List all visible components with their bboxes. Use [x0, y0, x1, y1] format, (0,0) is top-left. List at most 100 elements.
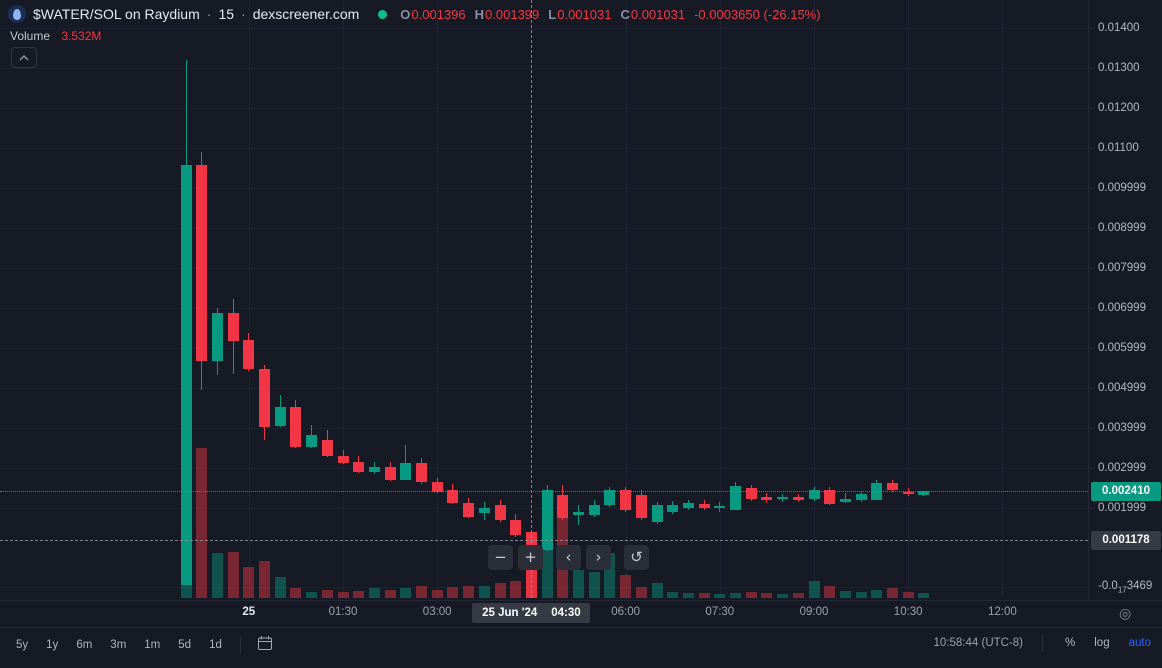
chart-nav-controls: − + ‹ › ↺ — [488, 545, 649, 570]
volume-bar — [400, 588, 412, 598]
percent-scale-button[interactable]: % — [1062, 636, 1078, 650]
volume-bar — [211, 553, 223, 598]
interval-label: 15 — [218, 6, 235, 22]
volume-bar — [274, 577, 286, 598]
clock-readout[interactable]: 10:58:44 (UTC-8) — [933, 637, 1024, 649]
range-1m-button[interactable]: 1m — [138, 637, 166, 653]
range-5y-button[interactable]: 5y — [10, 637, 34, 653]
volume-bar — [667, 591, 679, 598]
gridline-horizontal — [0, 108, 1088, 110]
time-axis-label: 01:30 — [328, 606, 358, 618]
price-axis-label: 0.007999 — [1098, 261, 1146, 274]
gridline-vertical — [248, 0, 250, 598]
range-3m-button[interactable]: 3m — [104, 637, 132, 653]
candle-body — [808, 490, 820, 499]
candle-body — [620, 490, 632, 510]
candle-body — [855, 494, 867, 500]
price-axis-tick — [1089, 387, 1093, 389]
title-separator: · — [241, 6, 246, 22]
volume-bar — [855, 591, 867, 598]
title-separator: · — [206, 6, 212, 22]
candle-body — [290, 407, 302, 447]
zoom-out-button[interactable]: − — [488, 545, 513, 570]
volume-bar — [384, 590, 396, 598]
range-5d-button[interactable]: 5d — [172, 637, 197, 653]
auto-scale-button[interactable]: auto — [1126, 636, 1154, 650]
candle-body — [839, 499, 851, 502]
candle-body — [557, 495, 569, 518]
volume-bar — [321, 590, 333, 598]
gridline-vertical — [814, 0, 815, 598]
pan-left-button[interactable]: ‹ — [556, 545, 581, 570]
price-axis-zero-label: -0.0173469 — [1098, 580, 1153, 595]
price-axis-label: 0.008999 — [1098, 221, 1146, 234]
go-to-date-button[interactable] — [253, 634, 277, 655]
high-label: H — [474, 6, 485, 22]
close-value: 0.001031 — [630, 6, 686, 22]
crosshair-horizontal-line — [0, 540, 1088, 542]
axis-settings-icon[interactable]: ◎ — [1119, 605, 1132, 621]
time-axis-label: 06:00 — [611, 606, 640, 618]
chart-plot-area[interactable]: $WATER/SOL on Raydium · 15 · dexscreener… — [0, 0, 1088, 600]
volume-bar — [588, 572, 600, 598]
source-label: dexscreener.com — [252, 6, 360, 22]
zoom-in-button[interactable]: + — [518, 545, 543, 570]
gridline-vertical — [1002, 0, 1004, 598]
range-1d-button[interactable]: 1d — [203, 637, 228, 653]
gridline-vertical — [625, 0, 627, 598]
price-axis-label: 0.004999 — [1098, 381, 1146, 394]
range-6m-button[interactable]: 6m — [70, 637, 98, 653]
price-axis-tick — [1089, 148, 1093, 149]
toolbar-divider — [1042, 634, 1044, 652]
toolbar-divider — [239, 635, 241, 654]
price-axis-tick — [1089, 307, 1093, 309]
price-axis[interactable]: 0.002410 0.001178 0.01400 0.01300 0.01200 0… — [1088, 0, 1162, 600]
candle-body — [337, 456, 349, 463]
range-1y-button[interactable]: 1y — [40, 637, 64, 653]
price-axis-label: 0.005999 — [1098, 341, 1146, 354]
chart-window: $WATER/SOL on Raydium · 15 · dexscreener… — [0, 0, 1162, 654]
gridline-horizontal — [0, 467, 1088, 469]
calendar-icon — [257, 636, 272, 650]
bottom-toolbar: 5y 1y 6m 3m 1m 5d 1d 10:58:44 (UTC-8) % … — [0, 627, 1162, 668]
candle-body — [259, 369, 270, 427]
volume-bar — [871, 590, 883, 598]
price-axis-label: 0.01100 — [1098, 142, 1139, 154]
axis-options: 10:58:44 (UTC-8) % log auto — [934, 634, 1154, 652]
time-axis-label: 12:00 — [988, 606, 1017, 618]
volume-bar — [227, 552, 239, 599]
price-axis-label: 0.001999 — [1098, 501, 1146, 514]
collapse-legend-button[interactable] — [11, 47, 37, 68]
volume-bar — [196, 447, 208, 598]
pan-right-button[interactable]: › — [586, 545, 611, 570]
price-axis-tick — [1089, 507, 1093, 509]
low-label: L — [548, 6, 557, 22]
reset-view-button[interactable]: ↺ — [624, 545, 649, 570]
candle-body — [635, 495, 647, 518]
candle-body — [384, 467, 396, 480]
price-axis-tick — [1089, 108, 1093, 110]
volume-bar — [792, 593, 804, 598]
time-axis-label: 25 — [242, 606, 256, 618]
symbol-title: $WATER/SOL on Raydium — [33, 6, 200, 22]
candle-body — [494, 505, 506, 520]
volume-bar — [839, 591, 851, 598]
volume-bar — [777, 593, 789, 598]
candle-body — [651, 505, 663, 522]
candle-body — [416, 463, 427, 482]
price-axis-tick — [1089, 227, 1093, 229]
gridline-horizontal — [0, 68, 1088, 70]
last-price-line — [0, 491, 1088, 493]
range-switcher: 5y 1y 6m 3m 1m 5d 1d — [10, 634, 277, 655]
volume-bar — [635, 586, 647, 598]
price-axis-label: 0.006999 — [1098, 301, 1146, 314]
time-axis[interactable]: 25 Jun '24 04:30 ◎ 25 01:30 03:00 06:00 07:3… — [0, 600, 1162, 628]
volume-bar — [259, 561, 270, 598]
volume-bar — [714, 593, 726, 598]
candle-body — [777, 497, 789, 499]
log-scale-button[interactable]: log — [1091, 636, 1112, 650]
candle-body — [180, 165, 192, 585]
last-price-badge: 0.002410 — [1091, 482, 1161, 502]
gridline-horizontal — [0, 267, 1088, 269]
price-axis-label: 0.009999 — [1098, 182, 1146, 194]
